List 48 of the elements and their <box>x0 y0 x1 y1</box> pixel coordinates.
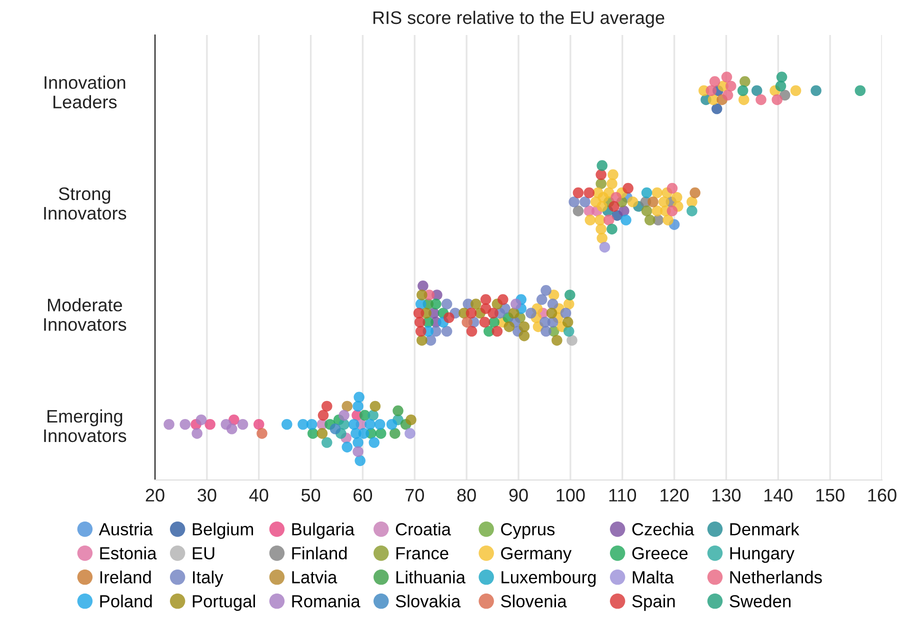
legend-label: Hungary <box>730 547 794 563</box>
x-tick-label: 130 <box>712 488 741 502</box>
legend-label: Ireland <box>100 570 151 584</box>
x-tick-label: 70 <box>406 488 424 502</box>
legend-label: Austria <box>98 522 153 536</box>
y-tick-label: Moderate Innovators <box>44 298 126 331</box>
x-tick-label: 60 <box>354 488 372 502</box>
x-tick-label: 80 <box>457 488 476 502</box>
legend-label: Lithuania <box>396 570 466 584</box>
x-tick-label: 110 <box>609 488 636 502</box>
legend-label: France <box>396 547 448 560</box>
x-tick-label: 140 <box>764 488 792 502</box>
legend-label: Luxembourg <box>502 570 596 587</box>
legend-label: EU <box>192 547 214 560</box>
legend-label: Spain <box>632 594 675 611</box>
legend-label: Italy <box>193 570 224 587</box>
y-tick-label: Innovation Leaders <box>44 76 126 108</box>
y-tick-label: Strong Innovators <box>44 187 126 220</box>
legend-label: Germany <box>501 547 572 563</box>
legend-label: Greece <box>632 547 688 560</box>
x-tick-label: 30 <box>198 488 216 502</box>
legend-label: Portugal <box>192 594 255 611</box>
chart-title: RIS score relative to the EU average <box>373 10 664 28</box>
legend-label: Finland <box>292 546 347 560</box>
legend-label: Slovenia <box>501 594 567 608</box>
legend-label: Belgium <box>192 522 254 539</box>
legend-label: Netherlands <box>730 570 822 584</box>
legend-label: Poland <box>100 594 152 608</box>
legend-label: Denmark <box>730 522 800 536</box>
x-tick-label: 160 <box>868 488 896 502</box>
x-tick-label: 120 <box>660 488 689 502</box>
x-tick-label: 90 <box>509 488 528 502</box>
legend-label: Estonia <box>100 546 157 560</box>
x-tick-label: 100 <box>556 488 585 502</box>
legend-label: Bulgaria <box>292 522 355 539</box>
x-tick-label: 40 <box>249 488 268 502</box>
legend-label: Czechia <box>632 522 694 536</box>
x-tick-label: 50 <box>301 488 320 502</box>
legend-label: Malta <box>632 570 674 584</box>
y-tick-label: Emerging Innovators <box>44 409 126 442</box>
legend-label: Latvia <box>292 570 338 584</box>
x-tick-label: 150 <box>816 488 844 502</box>
legend-label: Romania <box>292 594 360 608</box>
legend-label: Slovakia <box>396 594 461 608</box>
legend-label: Croatia <box>396 522 451 536</box>
legend-label: Cyprus <box>501 523 555 539</box>
x-tick-label: 20 <box>146 488 164 502</box>
legend-label: Sweden <box>730 594 790 608</box>
